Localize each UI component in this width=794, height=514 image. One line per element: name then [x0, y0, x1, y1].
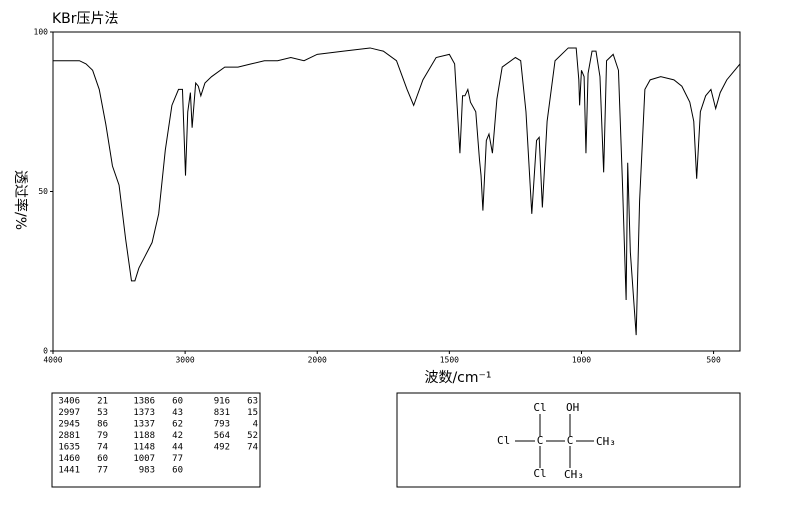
x-tick-label: 1000 [572, 356, 591, 365]
chart-title: KBr压片法 [52, 11, 119, 27]
peak-transmittance: 15 [247, 408, 258, 418]
peak-transmittance: 52 [247, 431, 258, 441]
peak-wavenumber: 1337 [133, 420, 155, 430]
peak-transmittance: 21 [97, 397, 108, 407]
peak-wavenumber: 1188 [133, 431, 155, 441]
x-axis-label: 波数/cm⁻¹ [424, 370, 491, 386]
peak-transmittance: 62 [172, 420, 183, 430]
peak-transmittance: 63 [247, 397, 258, 407]
peak-transmittance: 74 [97, 443, 108, 453]
peak-wavenumber: 2881 [58, 431, 80, 441]
peak-wavenumber: 1460 [58, 454, 80, 464]
atom-label: Cl [533, 401, 546, 414]
x-tick-label: 1500 [440, 356, 459, 365]
peak-transmittance: 4 [253, 420, 258, 430]
atom-label: C [567, 434, 574, 447]
structure-frame [396, 392, 741, 488]
peak-wavenumber: 1148 [133, 443, 155, 453]
peak-transmittance: 86 [97, 420, 108, 430]
x-tick-label: 2000 [308, 356, 327, 365]
peak-wavenumber: 831 [214, 408, 230, 418]
spectrum-line [53, 47, 741, 336]
atom-label: Cl [497, 434, 510, 447]
peak-wavenumber: 1386 [133, 397, 155, 407]
peak-wavenumber: 1007 [133, 454, 155, 464]
peak-transmittance: 79 [97, 431, 108, 441]
x-tick-label: 3000 [175, 356, 194, 365]
x-tick-label: 4000 [43, 356, 62, 365]
y-tick-label: 100 [34, 28, 49, 37]
peak-wavenumber: 3406 [58, 397, 80, 407]
x-tick-label: 500 [706, 356, 721, 365]
peak-wavenumber: 2945 [58, 420, 80, 430]
atom-label: CH₃ [564, 468, 584, 481]
peak-wavenumber: 983 [139, 466, 155, 476]
peak-transmittance: 60 [172, 466, 183, 476]
peak-wavenumber: 1373 [133, 408, 155, 418]
y-tick-label: 0 [43, 347, 48, 356]
peak-transmittance: 60 [97, 454, 108, 464]
peak-wavenumber: 564 [214, 431, 230, 441]
atom-label: C [537, 434, 544, 447]
peak-transmittance: 44 [172, 443, 183, 453]
peak-transmittance: 77 [97, 466, 108, 476]
atom-label: CH₃ [596, 435, 616, 448]
peak-wavenumber: 1635 [58, 443, 80, 453]
y-axis-label: 透过率/% [12, 170, 29, 230]
atom-label: OH [566, 401, 579, 414]
y-tick-label: 50 [38, 187, 48, 196]
peak-table-frame [51, 392, 261, 488]
peak-transmittance: 42 [172, 431, 183, 441]
peak-transmittance: 74 [247, 443, 258, 453]
peak-wavenumber: 492 [214, 443, 230, 453]
structure-bonds [515, 414, 594, 468]
peak-transmittance: 53 [97, 408, 108, 418]
peak-wavenumber: 2997 [58, 408, 80, 418]
peak-wavenumber: 793 [214, 420, 230, 430]
peak-transmittance: 77 [172, 454, 183, 464]
peak-transmittance: 60 [172, 397, 183, 407]
peak-transmittance: 43 [172, 408, 183, 418]
atom-label: Cl [533, 467, 546, 480]
peak-wavenumber: 916 [214, 397, 230, 407]
peak-wavenumber: 1441 [58, 466, 80, 476]
